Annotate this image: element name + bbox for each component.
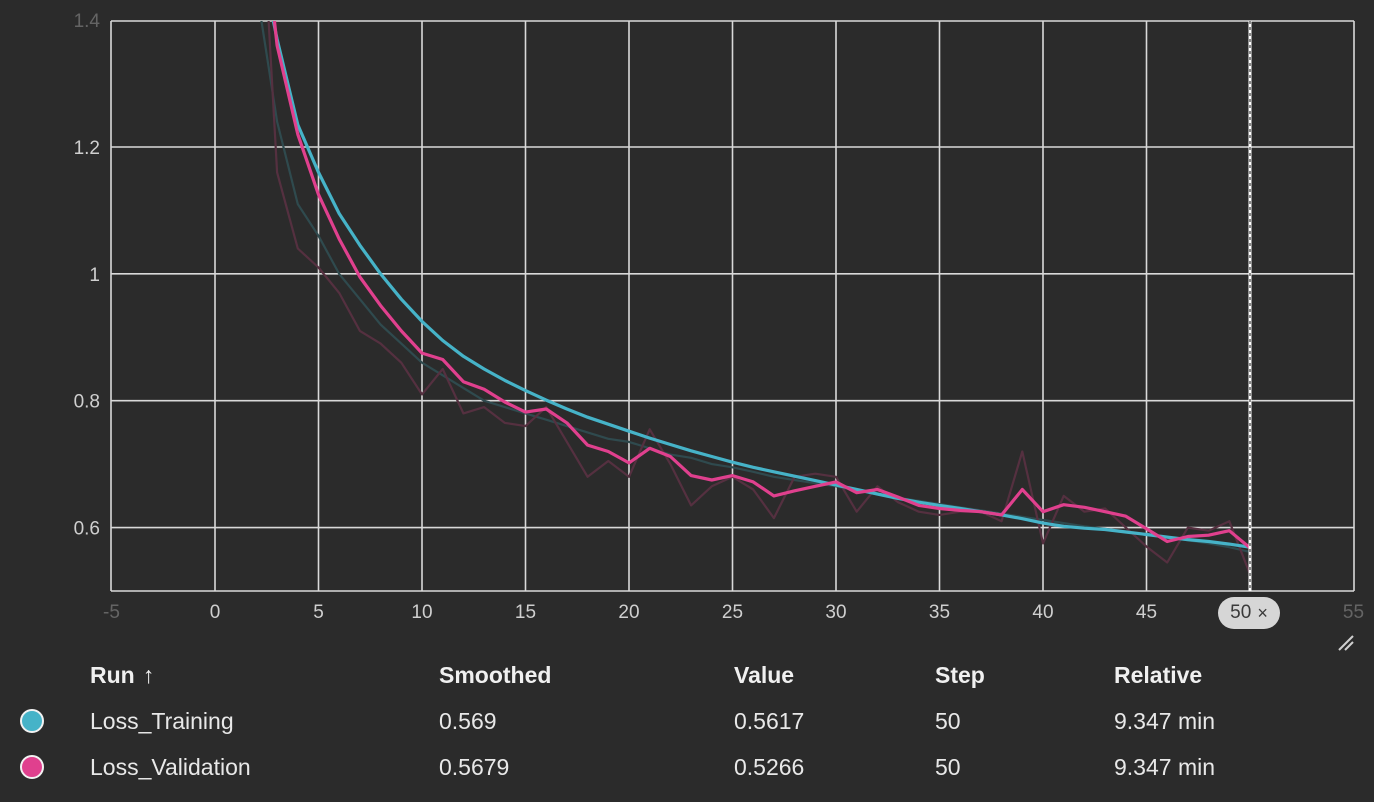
x-tick-label: -5	[103, 602, 120, 623]
x-tick-label: 45	[1136, 602, 1157, 623]
y-tick-label: 1.4	[74, 11, 101, 32]
close-icon[interactable]: ×	[1257, 602, 1268, 623]
table-header: Run ↑ Smoothed Value Step Relative	[0, 652, 1374, 698]
y-tick-label: 0.6	[74, 519, 100, 540]
x-tick-label: 35	[929, 602, 950, 623]
header-run[interactable]: Run ↑	[90, 662, 155, 688]
header-smoothed[interactable]: Smoothed	[439, 662, 552, 688]
y-tick-label: 1	[89, 265, 100, 286]
x-tick-label: 5	[313, 602, 324, 623]
relative-time: 9.347 min	[1114, 708, 1216, 734]
raw-value: 0.5266	[734, 754, 805, 780]
smoothed-value: 0.569	[439, 708, 497, 734]
runs-table: Run ↑ Smoothed Value Step Relative Loss_T…	[0, 652, 1374, 790]
grid	[110, 20, 1355, 592]
x-tick-label: 20	[618, 602, 639, 623]
header-step[interactable]: Step	[935, 662, 985, 688]
raw-series	[260, 21, 1252, 575]
step-value: 50	[935, 708, 961, 734]
loss-validation-raw-line	[267, 21, 1252, 575]
run-name: Loss_Validation	[90, 754, 251, 780]
x-tick-label: 40	[1032, 602, 1053, 623]
header-relative[interactable]: Relative	[1114, 662, 1203, 688]
x-tick-label: 30	[825, 602, 846, 623]
run-name: Loss_Training	[90, 708, 234, 734]
smoothed-series	[271, 21, 1252, 550]
resize-icon[interactable]	[1337, 634, 1355, 652]
raw-value: 0.5617	[734, 708, 805, 734]
x-tick-label: 10	[411, 602, 432, 623]
hover-step-chip[interactable]: 50 ×	[1218, 597, 1280, 629]
header-value[interactable]: Value	[734, 662, 795, 688]
hover-step-label: 50	[1230, 602, 1252, 623]
tick-labels: -5 0 5 10 15 20 25 30 35 40 45 50 55 0.6 0.8 1 1.2 1.4	[74, 11, 1364, 623]
run-color-icon[interactable]	[20, 709, 44, 733]
relative-time: 9.347 min	[1114, 754, 1216, 780]
x-tick-label: 15	[515, 602, 536, 623]
x-tick-label: 55	[1343, 602, 1364, 623]
step-value: 50	[935, 754, 961, 780]
loss-training-smoothed-line	[271, 21, 1252, 549]
y-tick-label: 1.2	[74, 138, 100, 159]
y-tick-label: 0.8	[74, 392, 100, 413]
loss-training-raw-line	[260, 21, 1251, 553]
loss-chart[interactable]: -5 0 5 10 15 20 25 30 35 40 45 50 55 0.6 0.8 1 1.2 1.4	[0, 0, 1374, 645]
table-row: Loss_Validation 0.5679 0.5266 50 9.347 m…	[0, 744, 1374, 790]
x-tick-label: 0	[210, 602, 221, 623]
smoothed-value: 0.5679	[439, 754, 510, 780]
sort-arrow-icon[interactable]: ↑	[142, 662, 155, 688]
loss-validation-smoothed-line	[272, 21, 1252, 550]
run-color-icon[interactable]	[20, 755, 44, 779]
table-row: Loss_Training 0.569 0.5617 50 9.347 min	[0, 698, 1374, 744]
x-tick-label: 25	[722, 602, 743, 623]
